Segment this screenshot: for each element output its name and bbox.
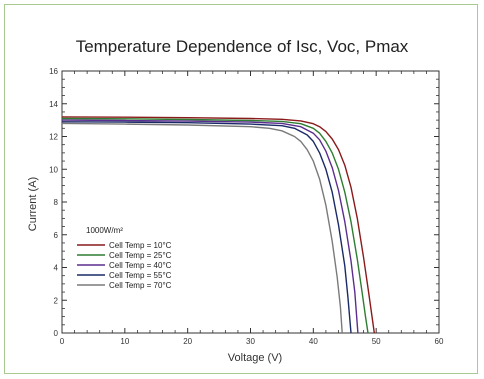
legend-label-1: Cell Temp = 10°C — [109, 241, 172, 250]
chart-frame: Temperature Dependence of Isc, Voc, Pmax… — [4, 4, 478, 374]
x-tick-label-10: 10 — [120, 337, 129, 346]
series-line-3 — [61, 119, 359, 334]
legend-label-4: Cell Temp = 55°C — [109, 271, 172, 280]
y-tick-label-6: 6 — [54, 231, 59, 240]
series-line-4 — [61, 121, 352, 334]
series-line-1 — [61, 116, 375, 334]
x-tick-label-60: 60 — [435, 337, 444, 346]
x-axis-label: Voltage (V) — [228, 352, 282, 364]
x-tick-label-50: 50 — [372, 337, 381, 346]
legend-label-2: Cell Temp = 25°C — [109, 251, 172, 260]
y-tick-label-10: 10 — [49, 165, 58, 174]
y-tick-label-0: 0 — [54, 329, 59, 338]
y-tick-label-14: 14 — [49, 100, 58, 109]
axis-ticks: 0 10 20 30 40 50 60 0 2 4 6 8 10 12 14 16 — [49, 67, 444, 346]
x-tick-label-20: 20 — [183, 337, 192, 346]
y-tick-label-12: 12 — [49, 133, 58, 142]
series-line-5 — [61, 122, 343, 334]
chart-title: Temperature Dependence of Isc, Voc, Pmax — [76, 37, 409, 56]
y-axis-label: Current (A) — [27, 177, 39, 231]
x-tick-label-40: 40 — [309, 337, 318, 346]
y-tick-label-4: 4 — [54, 264, 59, 273]
y-tick-label-16: 16 — [49, 67, 58, 76]
series-line-2 — [61, 117, 369, 334]
x-tick-label-30: 30 — [246, 337, 255, 346]
legend-label-5: Cell Temp = 70°C — [109, 281, 172, 290]
y-tick-label-2: 2 — [54, 296, 59, 305]
legend-title: 1000W/m² — [86, 226, 123, 235]
series-lines — [61, 116, 375, 334]
y-tick-label-8: 8 — [54, 198, 59, 207]
plot-area — [61, 70, 440, 334]
x-tick-label-0: 0 — [60, 337, 65, 346]
chart: Temperature Dependence of Isc, Voc, Pmax… — [27, 37, 444, 364]
legend-label-3: Cell Temp = 40°C — [109, 261, 172, 270]
